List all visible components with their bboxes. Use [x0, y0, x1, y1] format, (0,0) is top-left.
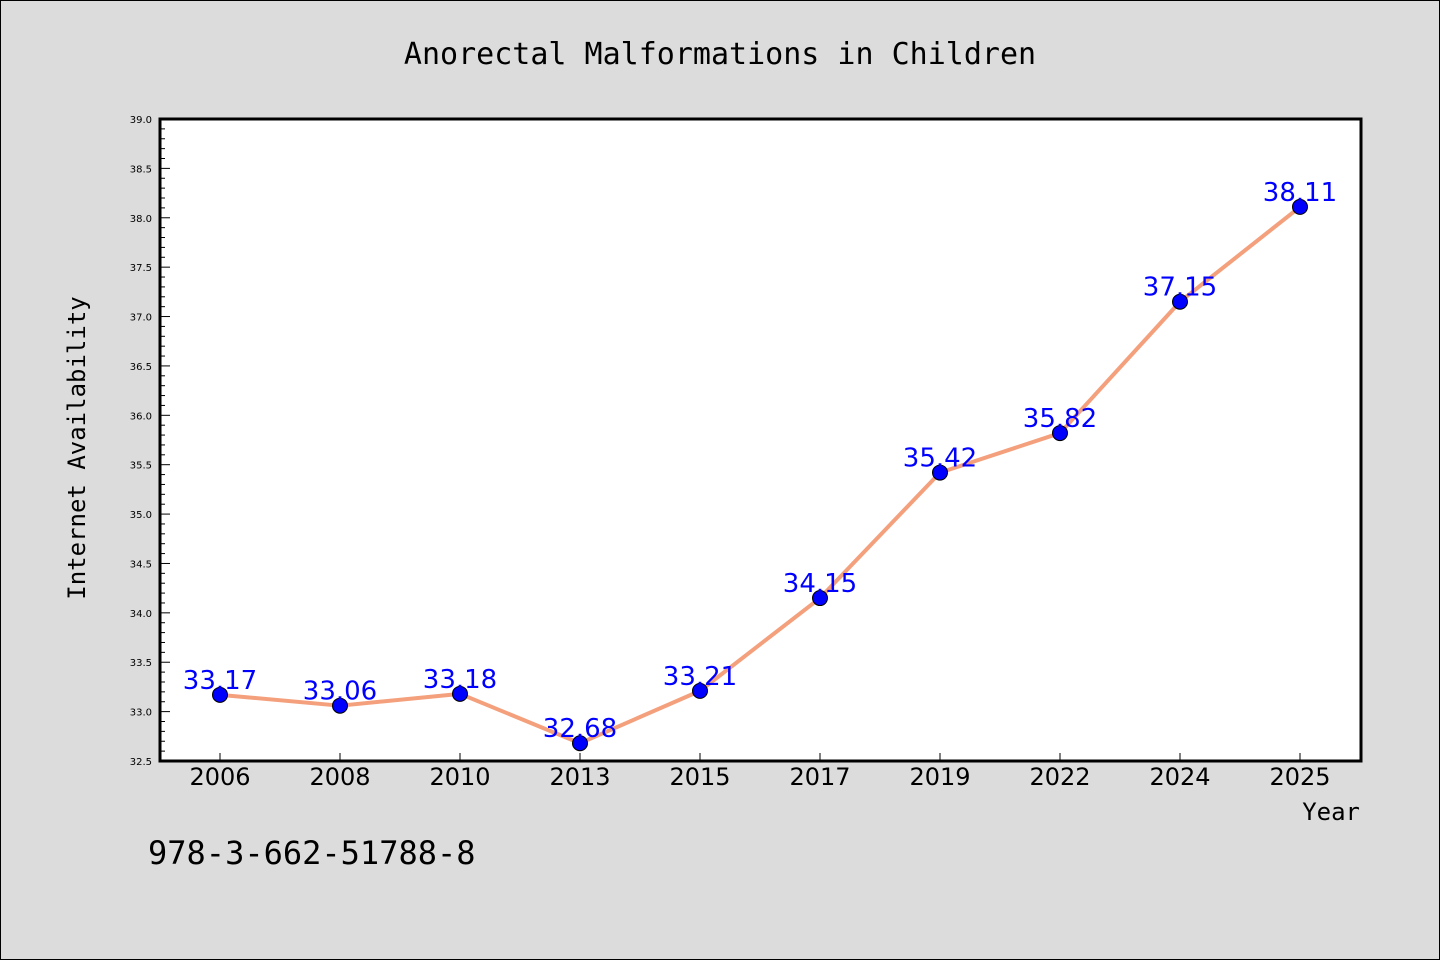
y-tick-label: 37.0: [130, 313, 152, 324]
data-label: 33.06: [303, 677, 377, 707]
y-axis: 32.5 33.0 33.5 34.0 34.5 35.0 35.5 36.0 36.5 37.0…: [130, 115, 170, 768]
x-tick-label: 2024: [1149, 763, 1210, 791]
data-label: 33.17: [183, 666, 257, 696]
x-tick-label: 2019: [909, 763, 970, 791]
data-point: [572, 735, 588, 752]
y-tick-label: 32.5: [130, 757, 152, 768]
y-tick-label: 35.0: [130, 510, 152, 521]
data-label: 37.15: [1143, 273, 1217, 303]
data-point: [692, 682, 708, 699]
y-tick-label: 38.5: [130, 164, 152, 175]
data-point: [212, 686, 228, 703]
data-point: [1052, 425, 1068, 442]
x-tick-label: 2006: [189, 763, 250, 791]
data-label: 34.15: [783, 569, 857, 599]
data-label: 33.18: [423, 665, 497, 695]
data-label: 32.68: [543, 714, 617, 744]
data-point: [812, 590, 828, 607]
x-tick-label: 2022: [1029, 763, 1090, 791]
x-tick-label: 2025: [1269, 763, 1330, 791]
y-axis-label: Internet Availability: [63, 296, 91, 599]
chart-title: Anorectal Malformations in Children: [404, 37, 1036, 72]
series-line: [218, 204, 1302, 746]
y-tick-label: 34.5: [130, 559, 152, 570]
y-tick-label: 33.0: [130, 708, 152, 719]
y-tick-label: 36.5: [130, 362, 152, 373]
x-tick-label: 2015: [669, 763, 730, 791]
data-point: [452, 685, 468, 702]
x-tick-label: 2013: [549, 763, 610, 791]
x-axis-label: Year: [1302, 798, 1360, 826]
x-tick-label: 2017: [789, 763, 850, 791]
series-group: 33.17 33.06 33.18 32.68 33.21 34.15 35.42 35.82…: [183, 178, 1337, 752]
data-point: [332, 697, 348, 714]
x-axis: 2006 2008 2010 2013 2015 2017 2019 2022 2024 2025: [189, 753, 1331, 791]
y-tick-label: 33.5: [130, 658, 152, 669]
y-tick-label: 36.0: [130, 411, 152, 422]
x-tick-label: 2010: [429, 763, 490, 791]
data-label: 38.11: [1263, 178, 1337, 208]
y-tick-label: 35.5: [130, 461, 152, 472]
y-tick-label: 38.0: [130, 214, 152, 225]
y-tick-label: 34.0: [130, 609, 152, 620]
data-point: [1172, 293, 1188, 310]
data-point: [1292, 198, 1308, 215]
y-tick-label: 37.5: [130, 263, 152, 274]
x-tick-label: 2008: [309, 763, 370, 791]
data-point: [932, 464, 948, 481]
data-label: 35.42: [903, 444, 977, 474]
data-label: 33.21: [663, 662, 737, 692]
y-tick-label: 39.0: [130, 115, 152, 126]
plot-area: [158, 117, 1363, 763]
data-label: 35.82: [1023, 404, 1097, 434]
footnote-text: 978-3-662-51788-8: [148, 834, 476, 872]
